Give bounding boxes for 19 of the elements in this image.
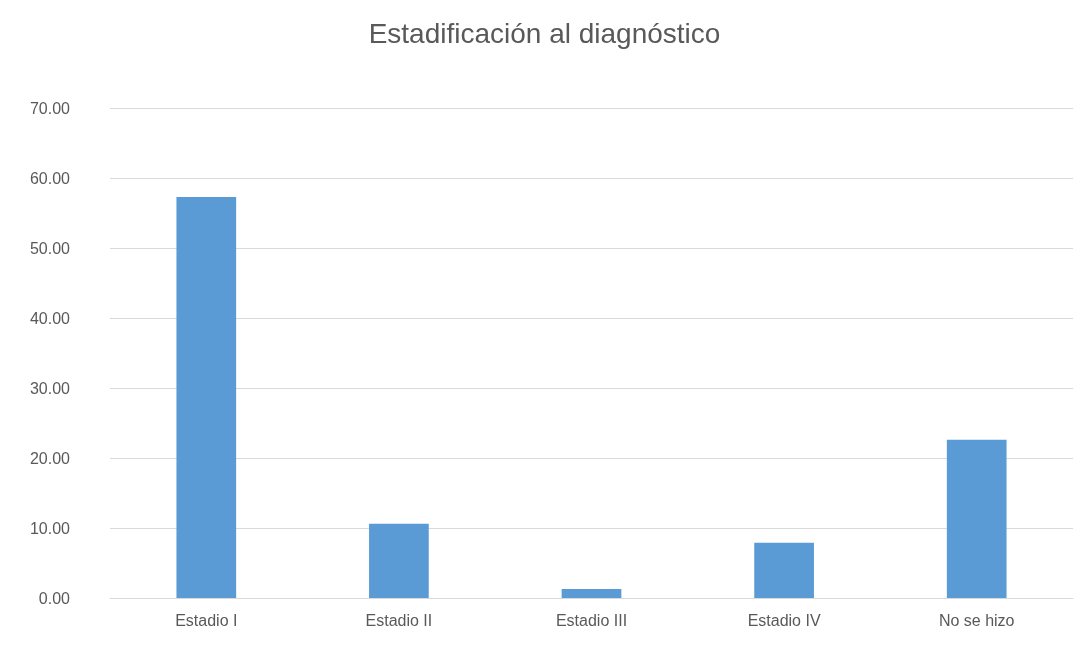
y-tick-label: 50.00 xyxy=(29,239,71,257)
bar xyxy=(369,523,429,598)
x-tick-label: Estadio III xyxy=(555,611,628,629)
y-tick-label: 30.00 xyxy=(29,379,71,397)
x-tick-label: Estadio I xyxy=(175,611,238,629)
y-tick-label: 70.00 xyxy=(29,99,71,117)
bar xyxy=(946,439,1007,598)
x-tick-label: Estadio II xyxy=(365,611,433,629)
bar xyxy=(176,196,237,598)
y-tick-label: 10.00 xyxy=(29,519,71,537)
y-tick-label: 40.00 xyxy=(29,309,71,327)
y-tick-label: 0.00 xyxy=(38,589,71,607)
bar xyxy=(754,542,814,598)
x-tick-label: No se hizo xyxy=(938,611,1015,629)
chart-title: Estadificación al diagnóstico xyxy=(368,17,721,49)
bar xyxy=(561,588,622,598)
x-tick-label: Estadio IV xyxy=(747,611,821,629)
y-tick-label: 20.00 xyxy=(29,449,71,467)
y-tick-label: 60.00 xyxy=(29,169,71,187)
